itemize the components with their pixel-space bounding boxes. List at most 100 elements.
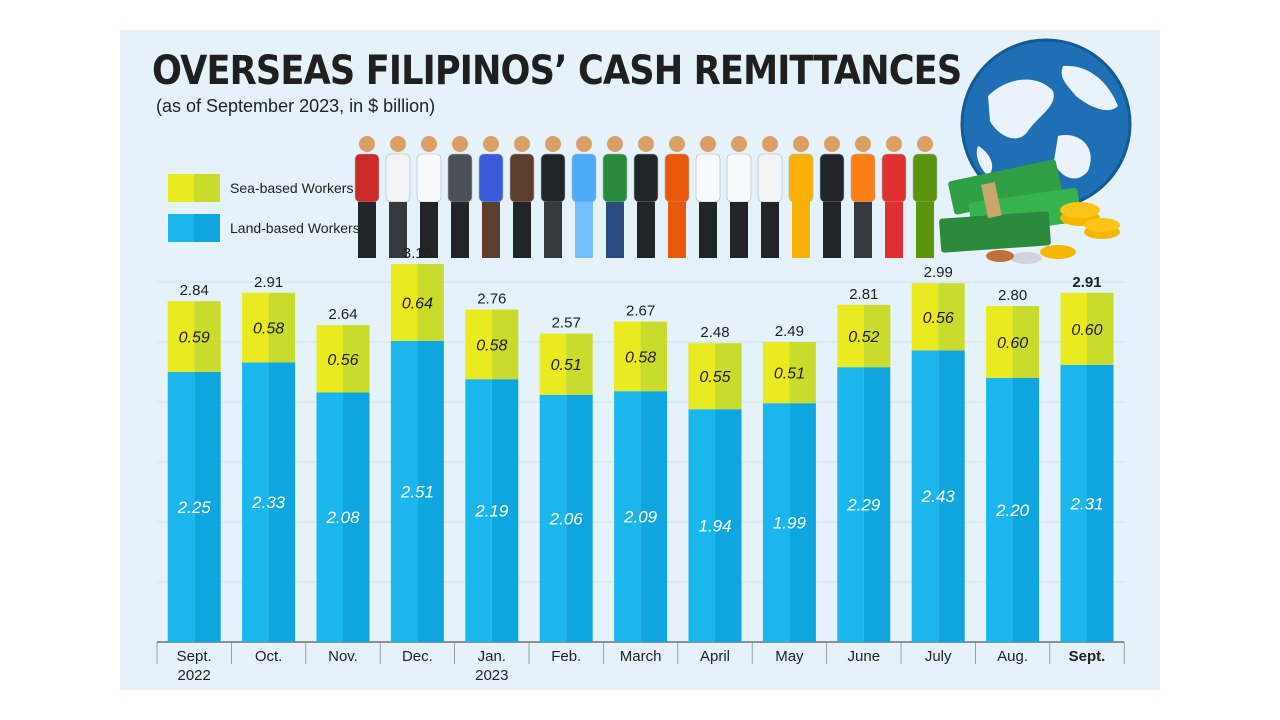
bar-sea-shade bbox=[938, 283, 965, 351]
x-tick-label: Aug. bbox=[997, 648, 1028, 665]
data-label-land: 2.06 bbox=[549, 509, 584, 528]
bar-land-shade bbox=[938, 350, 965, 642]
data-label-land: 2.33 bbox=[251, 493, 286, 512]
data-label-sea: 0.56 bbox=[923, 310, 954, 327]
data-label-total: 2.67 bbox=[626, 303, 655, 320]
data-label-total: 2.91 bbox=[254, 274, 283, 291]
worker-figure bbox=[602, 136, 628, 258]
data-label-sea: 0.64 bbox=[402, 295, 433, 312]
bar-sea-shade bbox=[1087, 292, 1114, 365]
x-tick-label: Nov. bbox=[328, 648, 358, 665]
data-label-land: 2.51 bbox=[400, 482, 434, 501]
worker-figure bbox=[447, 136, 473, 258]
bar-sea bbox=[242, 292, 269, 363]
chart-subtitle: (as of September 2023, in $ billion) bbox=[156, 96, 436, 116]
data-label-land: 2.19 bbox=[474, 502, 509, 521]
bar-sea bbox=[986, 306, 1013, 378]
data-label-sea: 0.56 bbox=[327, 352, 358, 369]
legend-label-sea: Sea-based Workers bbox=[230, 180, 354, 196]
bar-sea bbox=[762, 342, 790, 404]
x-tick-label: 2023 bbox=[475, 667, 508, 684]
data-label-sea: 0.52 bbox=[848, 329, 879, 346]
data-label-total: 2.49 bbox=[775, 323, 804, 340]
data-label-total: 2.81 bbox=[849, 286, 878, 303]
worker-figure bbox=[416, 136, 442, 258]
bar-land bbox=[390, 340, 418, 642]
bar-sea-shade bbox=[417, 264, 444, 341]
worker-figure bbox=[819, 136, 845, 258]
money-stack-icon bbox=[939, 159, 1120, 264]
bar-land-shade bbox=[640, 391, 668, 642]
data-label-total: 2.48 bbox=[700, 324, 729, 341]
worker-figure bbox=[354, 136, 380, 258]
worker-figure bbox=[757, 136, 783, 258]
bar-sea-shade bbox=[194, 301, 221, 372]
bar-land-shade bbox=[343, 392, 370, 642]
data-label-total: 2.91 bbox=[1072, 274, 1101, 291]
x-tick-label: June bbox=[848, 648, 881, 665]
data-label-land: 2.08 bbox=[325, 508, 360, 527]
bar-land-shade bbox=[491, 379, 519, 642]
bar-sea-shade bbox=[566, 333, 593, 395]
worker-figure bbox=[633, 136, 659, 258]
bar-land-shade bbox=[715, 409, 742, 642]
workers-illustration bbox=[354, 136, 938, 258]
data-label-land: 2.09 bbox=[623, 508, 658, 527]
data-label-land: 1.94 bbox=[698, 517, 731, 536]
bar-sea-shade bbox=[343, 325, 370, 393]
bar-sea-shade bbox=[1012, 306, 1040, 378]
bar-sea bbox=[614, 321, 641, 392]
legend-item-sea: Sea-based Workers bbox=[168, 174, 353, 202]
x-tick-label: April bbox=[700, 648, 730, 665]
bar-sea-shade bbox=[789, 342, 816, 404]
data-label-sea: 0.60 bbox=[1071, 322, 1102, 339]
bar-land bbox=[911, 350, 939, 642]
bar-sea bbox=[465, 309, 492, 380]
worker-figure bbox=[478, 136, 504, 258]
x-tick-label: Sept. bbox=[177, 648, 212, 665]
x-tick-label: Jan. bbox=[478, 648, 506, 665]
data-label-sea: 0.58 bbox=[253, 321, 284, 338]
bar-sea-shade bbox=[715, 343, 742, 410]
bar-land bbox=[837, 367, 864, 642]
bar-sea-shade bbox=[640, 321, 668, 392]
legend-swatch-land bbox=[168, 214, 220, 242]
worker-figure bbox=[881, 136, 907, 258]
bar-land bbox=[539, 394, 567, 642]
bar-sea bbox=[316, 325, 343, 393]
bar-land-shade bbox=[1087, 364, 1114, 642]
bar-land bbox=[242, 362, 269, 642]
legend-label-land: Land-based Workers bbox=[230, 220, 360, 236]
bar-sea bbox=[167, 301, 195, 372]
worker-figure bbox=[540, 136, 566, 258]
bar-sea-shade bbox=[268, 292, 296, 363]
data-label-sea: 0.51 bbox=[551, 357, 582, 374]
x-tick-label: Oct. bbox=[255, 648, 283, 665]
x-tick-label: Dec. bbox=[402, 648, 433, 665]
bar-sea bbox=[539, 333, 567, 395]
bar-sea bbox=[1060, 292, 1087, 365]
bar-sea-shade bbox=[491, 309, 519, 380]
worker-figure bbox=[385, 136, 411, 258]
data-label-total: 2.76 bbox=[477, 291, 506, 308]
x-tick-label: Sept. bbox=[1069, 648, 1106, 665]
bar-land bbox=[688, 409, 715, 642]
bar-land-shade bbox=[417, 340, 444, 642]
data-label-sea: 0.51 bbox=[774, 366, 805, 383]
bar-land bbox=[614, 391, 641, 642]
bar-land-shade bbox=[268, 362, 296, 642]
data-label-sea: 0.58 bbox=[625, 349, 656, 366]
data-label-total: 2.84 bbox=[180, 282, 209, 299]
data-label-total: 2.99 bbox=[924, 264, 953, 281]
data-label-land: 2.25 bbox=[177, 498, 212, 517]
data-label-total: 2.64 bbox=[328, 306, 357, 323]
worker-figure bbox=[664, 136, 690, 258]
bar-land bbox=[986, 378, 1013, 642]
bar-land-shade bbox=[789, 403, 816, 642]
data-label-land: 2.31 bbox=[1069, 494, 1103, 513]
worker-figure bbox=[695, 136, 721, 258]
chart-title: OVERSEAS FILIPINOS’ CASH REMITTANCES bbox=[152, 48, 962, 94]
legend-item-land: Land-based Workers bbox=[168, 214, 360, 242]
x-tick-label: Feb. bbox=[551, 648, 581, 665]
